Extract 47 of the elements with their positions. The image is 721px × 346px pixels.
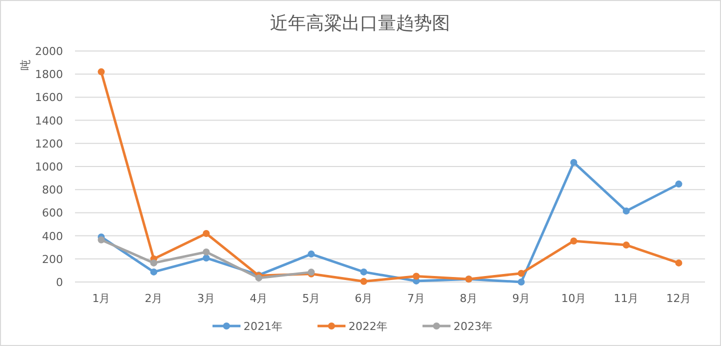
point: [150, 268, 158, 276]
x-tick-label: 12月: [666, 292, 692, 305]
point: [202, 248, 210, 256]
point: [308, 250, 315, 258]
point: [202, 254, 210, 262]
x-tick-label: 4月: [250, 292, 268, 305]
legend-label: 2023年: [454, 320, 492, 333]
x-tick-label: 3月: [197, 292, 216, 305]
point: [518, 278, 525, 286]
x-tick-label: 1月: [92, 292, 110, 305]
legend-label: 2022年: [348, 320, 388, 333]
point: [675, 180, 682, 188]
point: [518, 270, 525, 277]
point: [202, 230, 210, 237]
point: [622, 242, 630, 249]
y-tick-label: 1400: [35, 114, 63, 128]
y-tick-label: 200: [42, 252, 63, 266]
point: [360, 268, 368, 276]
y-tick-label: 2000: [35, 45, 63, 58]
y-tick-label: 1000: [35, 160, 63, 174]
point: [570, 158, 578, 166]
y-tick-label: 1800: [35, 68, 63, 82]
point: [150, 259, 158, 266]
x-tick-label: 9月: [512, 292, 530, 305]
x-tick-label: 10月: [561, 292, 586, 305]
point: [98, 236, 105, 244]
chart-title: 近年高粱出口量趋势图: [270, 13, 450, 34]
point: [98, 68, 105, 76]
x-tick-label: 5月: [302, 292, 320, 305]
point: [570, 237, 578, 244]
point: [675, 259, 682, 266]
y-tick-label: 400: [42, 230, 63, 243]
y-tick-label: 800: [42, 184, 63, 197]
y-tick-label: 1600: [35, 91, 63, 104]
point: [622, 207, 630, 214]
legend-label: 2021年: [244, 320, 282, 333]
x-tick-label: 7月: [407, 292, 426, 305]
y-tick-label: 1200: [35, 137, 63, 150]
point: [412, 272, 420, 280]
x-tick-label: 11月: [614, 292, 639, 305]
y-tick-label: 600: [42, 206, 63, 220]
y-tick-label: 0: [56, 276, 63, 289]
x-tick-label: 8月: [460, 292, 478, 305]
y-axis-title: 吨: [19, 60, 32, 70]
x-tick-label: 2月: [144, 292, 163, 305]
point: [360, 278, 368, 285]
x-tick-label: 6月: [354, 292, 373, 305]
